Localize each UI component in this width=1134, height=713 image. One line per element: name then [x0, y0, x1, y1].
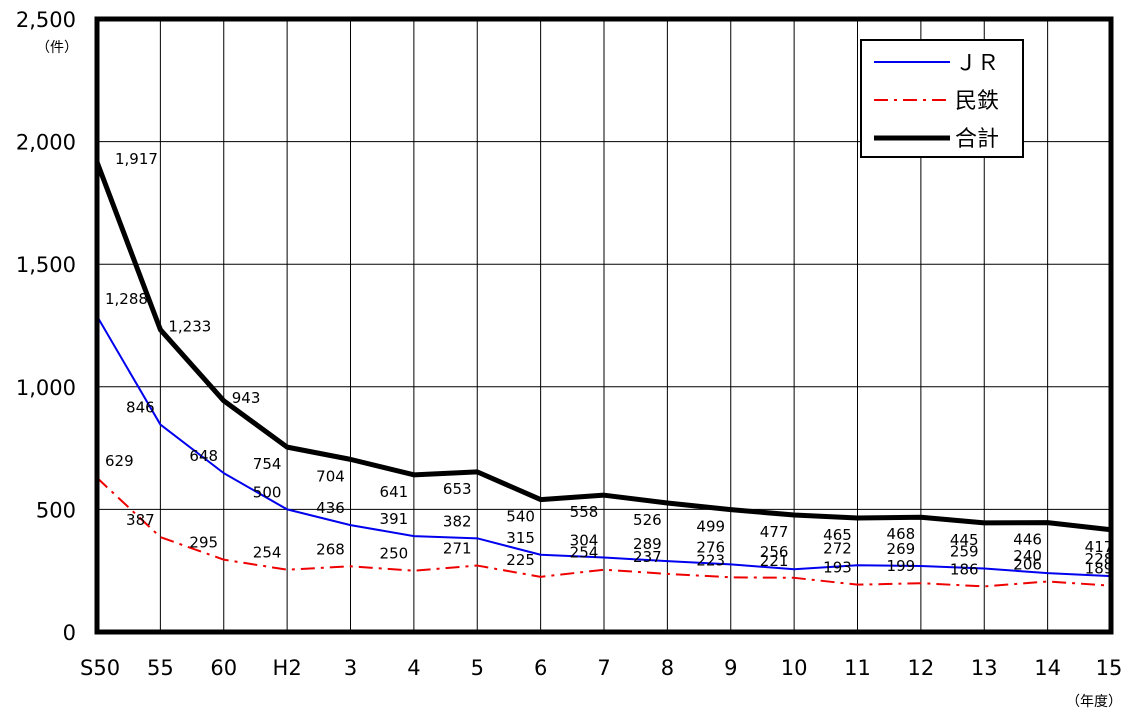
- x-tick-label: 12: [908, 656, 935, 680]
- legend-label: 合計: [955, 127, 999, 152]
- data-label: 1,917: [115, 150, 158, 168]
- y-tick-label: 500: [36, 498, 76, 522]
- data-label: 271: [443, 540, 472, 558]
- gridlines: [97, 19, 1111, 632]
- data-label: 256: [760, 543, 789, 561]
- y-tick-label: 2,000: [16, 131, 76, 155]
- data-label: 206: [1013, 555, 1042, 573]
- data-label: 641: [380, 483, 409, 501]
- data-label: 653: [443, 480, 472, 498]
- x-axis-ticks: S50 55 60 H2 3 4 5 6 7 8 9 10 11 12 13 14 15: [80, 656, 1122, 680]
- x-tick-label: 13: [971, 656, 998, 680]
- y-tick-label: 1,000: [16, 376, 76, 400]
- data-label: 754: [253, 455, 282, 473]
- series-line: [96, 315, 1112, 578]
- data-label: 237: [633, 548, 662, 566]
- data-label: 269: [887, 540, 916, 558]
- x-tick-label: 5: [471, 656, 484, 680]
- x-tick-label: S50: [80, 656, 120, 680]
- x-tick-label: 11: [844, 656, 871, 680]
- data-label: 477: [760, 523, 789, 541]
- data-label: 436: [316, 499, 345, 517]
- y-tick-label: 1,500: [16, 253, 76, 277]
- data-label: 250: [380, 545, 409, 563]
- data-label: 445: [950, 531, 979, 549]
- data-label: 500: [253, 483, 282, 501]
- data-label: 648: [189, 447, 218, 465]
- x-tick-label: 15: [1096, 656, 1123, 680]
- data-label: 315: [506, 529, 535, 547]
- data-label: 276: [696, 538, 725, 556]
- plot-frame: [94, 16, 1114, 635]
- legend-label: ＪＲ: [955, 51, 999, 76]
- data-label: 225: [506, 551, 535, 569]
- data-label: 540: [506, 508, 535, 526]
- x-tick-label: 55: [147, 656, 174, 680]
- data-label: 186: [950, 560, 979, 578]
- data-label: 193: [823, 559, 852, 577]
- data-label: 223: [696, 551, 725, 569]
- x-tick-label: 14: [1034, 656, 1061, 680]
- data-label: 199: [887, 557, 916, 575]
- x-tick-label: 7: [597, 656, 610, 680]
- data-label: 254: [570, 544, 599, 562]
- y-axis-ticks: 0 500 1,000 1,500 2,000 2,500: [16, 8, 76, 645]
- data-label: 387: [126, 511, 155, 529]
- x-tick-label: 4: [407, 656, 420, 680]
- legend-label: 民鉄: [955, 89, 999, 114]
- data-label: 304: [570, 531, 599, 549]
- x-axis-unit: （年度）: [1066, 694, 1122, 710]
- data-label: 846: [126, 399, 155, 417]
- y-tick-label: 2,500: [16, 8, 76, 32]
- data-label: 268: [316, 540, 345, 558]
- data-label: 391: [380, 510, 409, 528]
- data-label: 465: [823, 526, 852, 544]
- data-labels: 1,288 846 648 500 436 391 382 315 304 289 276 256 27…: [105, 150, 1113, 578]
- x-tick-label: 60: [210, 656, 237, 680]
- x-tick-label: 9: [724, 656, 737, 680]
- data-label: 629: [105, 452, 134, 470]
- data-label: 272: [823, 539, 852, 557]
- data-label: 446: [1013, 531, 1042, 549]
- data-label: 189: [1085, 560, 1114, 578]
- series-lines: [94, 161, 1112, 588]
- series-line: [96, 477, 1112, 588]
- data-label: 1,288: [105, 290, 148, 308]
- data-label: 289: [633, 535, 662, 553]
- data-label: 704: [316, 467, 345, 485]
- y-axis-unit: （件）: [36, 40, 78, 56]
- data-label: 499: [696, 518, 725, 536]
- data-label: 382: [443, 512, 472, 530]
- data-label: 228: [1085, 550, 1114, 568]
- data-label: 943: [232, 389, 261, 407]
- x-tick-label: 10: [781, 656, 808, 680]
- data-label: 240: [1013, 547, 1042, 565]
- x-tick-label: 3: [344, 656, 357, 680]
- data-label: 417: [1085, 538, 1114, 556]
- data-label: 221: [760, 552, 789, 570]
- x-tick-label: 8: [661, 656, 674, 680]
- data-label: 254: [253, 544, 282, 562]
- x-tick-label: H2: [273, 656, 302, 680]
- y-tick-label: 0: [63, 621, 76, 645]
- x-tick-label: 6: [534, 656, 547, 680]
- data-label: 1,233: [168, 318, 211, 336]
- data-label: 259: [950, 542, 979, 560]
- data-label: 526: [633, 511, 662, 529]
- data-label: 468: [887, 525, 916, 543]
- data-label: 295: [189, 534, 218, 552]
- data-label: 558: [570, 503, 599, 521]
- series-line: [94, 161, 1112, 533]
